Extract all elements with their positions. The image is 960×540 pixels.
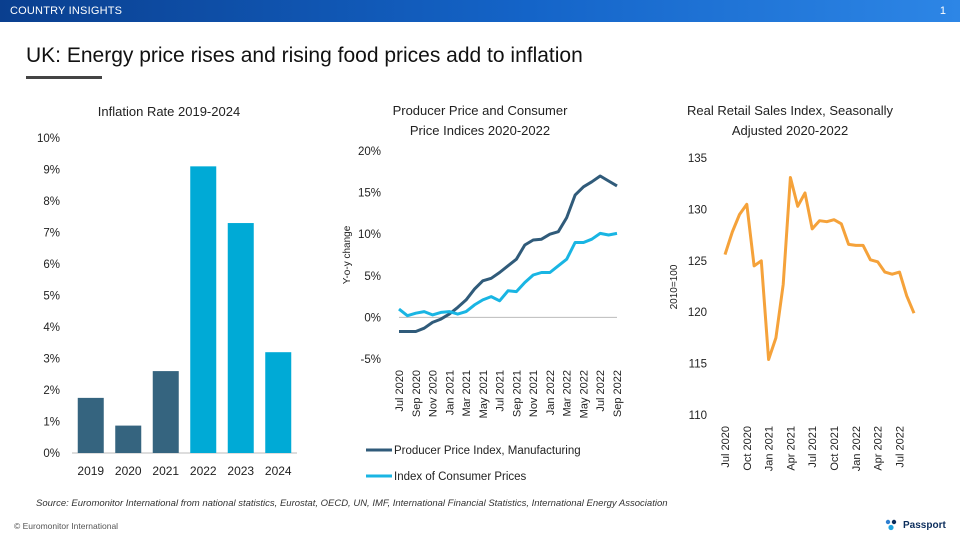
legend: Producer Price Index, Manufacturing Inde…	[366, 445, 581, 483]
x-tick-label: 2021	[152, 464, 179, 478]
copyright-note: © Euromonitor International	[14, 521, 119, 531]
y-tick-label: 5%	[364, 271, 381, 283]
retail-sales-series-line	[723, 176, 916, 361]
ppi-series-line	[399, 174, 618, 333]
bar-2020	[115, 425, 142, 453]
y-tick-label: 4%	[43, 322, 60, 334]
bar-2023	[227, 223, 254, 453]
title-underline	[26, 76, 102, 79]
chart-title-line-2: Price Indices 2020-2022	[410, 123, 550, 138]
x-tick-label: 2020	[115, 464, 142, 478]
cpi-series-line	[398, 231, 618, 318]
chart-title-line-1: Producer Price and Consumer	[393, 103, 569, 118]
y-tick-label: 3%	[43, 354, 60, 366]
x-tick-label: May 2021	[478, 370, 490, 418]
y-tick-label: 10%	[358, 229, 381, 241]
x-tick-label: Mar 2021	[461, 370, 473, 416]
section-label: COUNTRY INSIGHTS	[10, 5, 123, 17]
retail-sales-line-chart: Real Retail Sales Index, Seasonally Adju…	[669, 103, 916, 471]
x-tick-label: Jul 2020	[394, 370, 406, 412]
chart-title-line-2: Adjusted 2020-2022	[732, 123, 848, 138]
brand-name: Passport	[903, 519, 946, 531]
y-tick-label: 0%	[364, 312, 381, 324]
bar-2022	[190, 166, 217, 453]
y-tick-label: 9%	[43, 165, 60, 177]
x-tick-label: Oct 2021	[829, 426, 841, 471]
chart-title-line-1: Real Retail Sales Index, Seasonally	[687, 103, 893, 118]
x-tick-label: Mar 2022	[562, 370, 574, 416]
x-tick-label: 2022	[190, 464, 217, 478]
y-tick-label: 115	[689, 359, 707, 371]
bar-2019	[77, 397, 104, 453]
y-axis-label: 2010=100	[669, 264, 680, 309]
x-tick-label: Apr 2021	[785, 426, 797, 471]
x-tick-label: Sep 2021	[511, 370, 523, 417]
x-tick-label: Nov 2020	[428, 370, 440, 417]
page-number: 1	[939, 5, 946, 17]
x-tick-label: Jan 2022	[851, 426, 863, 471]
x-tick-label: Sep 2022	[612, 370, 624, 417]
y-tick-label: 6%	[43, 259, 60, 271]
x-tick-label: Jul 2022	[895, 426, 907, 468]
price-indices-line-chart: Producer Price and Consumer Price Indice…	[342, 103, 624, 483]
bar-2024	[265, 352, 292, 453]
source-note: Source: Euromonitor International from n…	[36, 498, 668, 509]
x-tick-label: Nov 2021	[528, 370, 540, 417]
y-tick-label: 8%	[43, 196, 60, 208]
y-tick-label: 20%	[358, 146, 381, 158]
x-tick-label: Apr 2022	[873, 426, 885, 471]
legend-ppi-label: Producer Price Index, Manufacturing	[394, 445, 581, 457]
x-tick-label: Jul 2020	[720, 426, 732, 468]
y-tick-label: 1%	[43, 417, 60, 429]
y-tick-label: 120	[688, 307, 707, 319]
y-tick-label: 7%	[43, 228, 60, 240]
x-tick-label: 2019	[77, 464, 104, 478]
y-tick-label: 130	[688, 204, 707, 216]
chart-title: Inflation Rate 2019-2024	[98, 104, 240, 119]
x-tick-label: Jul 2022	[595, 370, 607, 412]
y-tick-label: 2%	[43, 385, 60, 397]
y-tick-label: 135	[688, 153, 707, 165]
x-tick-label: Jan 2021	[764, 426, 776, 471]
x-tick-label: Jan 2022	[545, 370, 557, 415]
bar-2021	[152, 371, 179, 453]
y-tick-label: 125	[688, 256, 707, 268]
y-axis-label: Y-o-y change	[342, 225, 353, 284]
x-tick-label: 2024	[265, 464, 292, 478]
header-bar: COUNTRY INSIGHTS 1	[0, 0, 960, 22]
y-tick-label: 110	[689, 410, 707, 422]
legend-cpi-label: Index of Consumer Prices	[394, 471, 527, 483]
y-tick-label: -5%	[361, 354, 381, 366]
x-tick-label: Oct 2020	[742, 426, 754, 471]
passport-logo-icon	[885, 519, 897, 531]
passport-brand: Passport	[885, 518, 946, 532]
y-tick-label: 5%	[43, 291, 60, 303]
inflation-bar-chart: Inflation Rate 2019-2024 0% 1% 2% 3% 4% 5% 6% 7…	[37, 104, 297, 478]
y-tick-label: 0%	[43, 448, 60, 460]
x-tick-label: Sep 2020	[411, 370, 423, 417]
x-tick-label: Jan 2021	[444, 370, 456, 415]
y-tick-label: 15%	[358, 188, 381, 200]
x-tick-label: 2023	[227, 464, 254, 478]
page-title: UK: Energy price rises and rising food p…	[26, 44, 583, 67]
x-tick-label: Jul 2021	[807, 426, 819, 468]
x-tick-label: May 2022	[579, 370, 591, 418]
x-tick-label: Jul 2021	[495, 370, 507, 412]
y-tick-label: 10%	[37, 133, 60, 145]
